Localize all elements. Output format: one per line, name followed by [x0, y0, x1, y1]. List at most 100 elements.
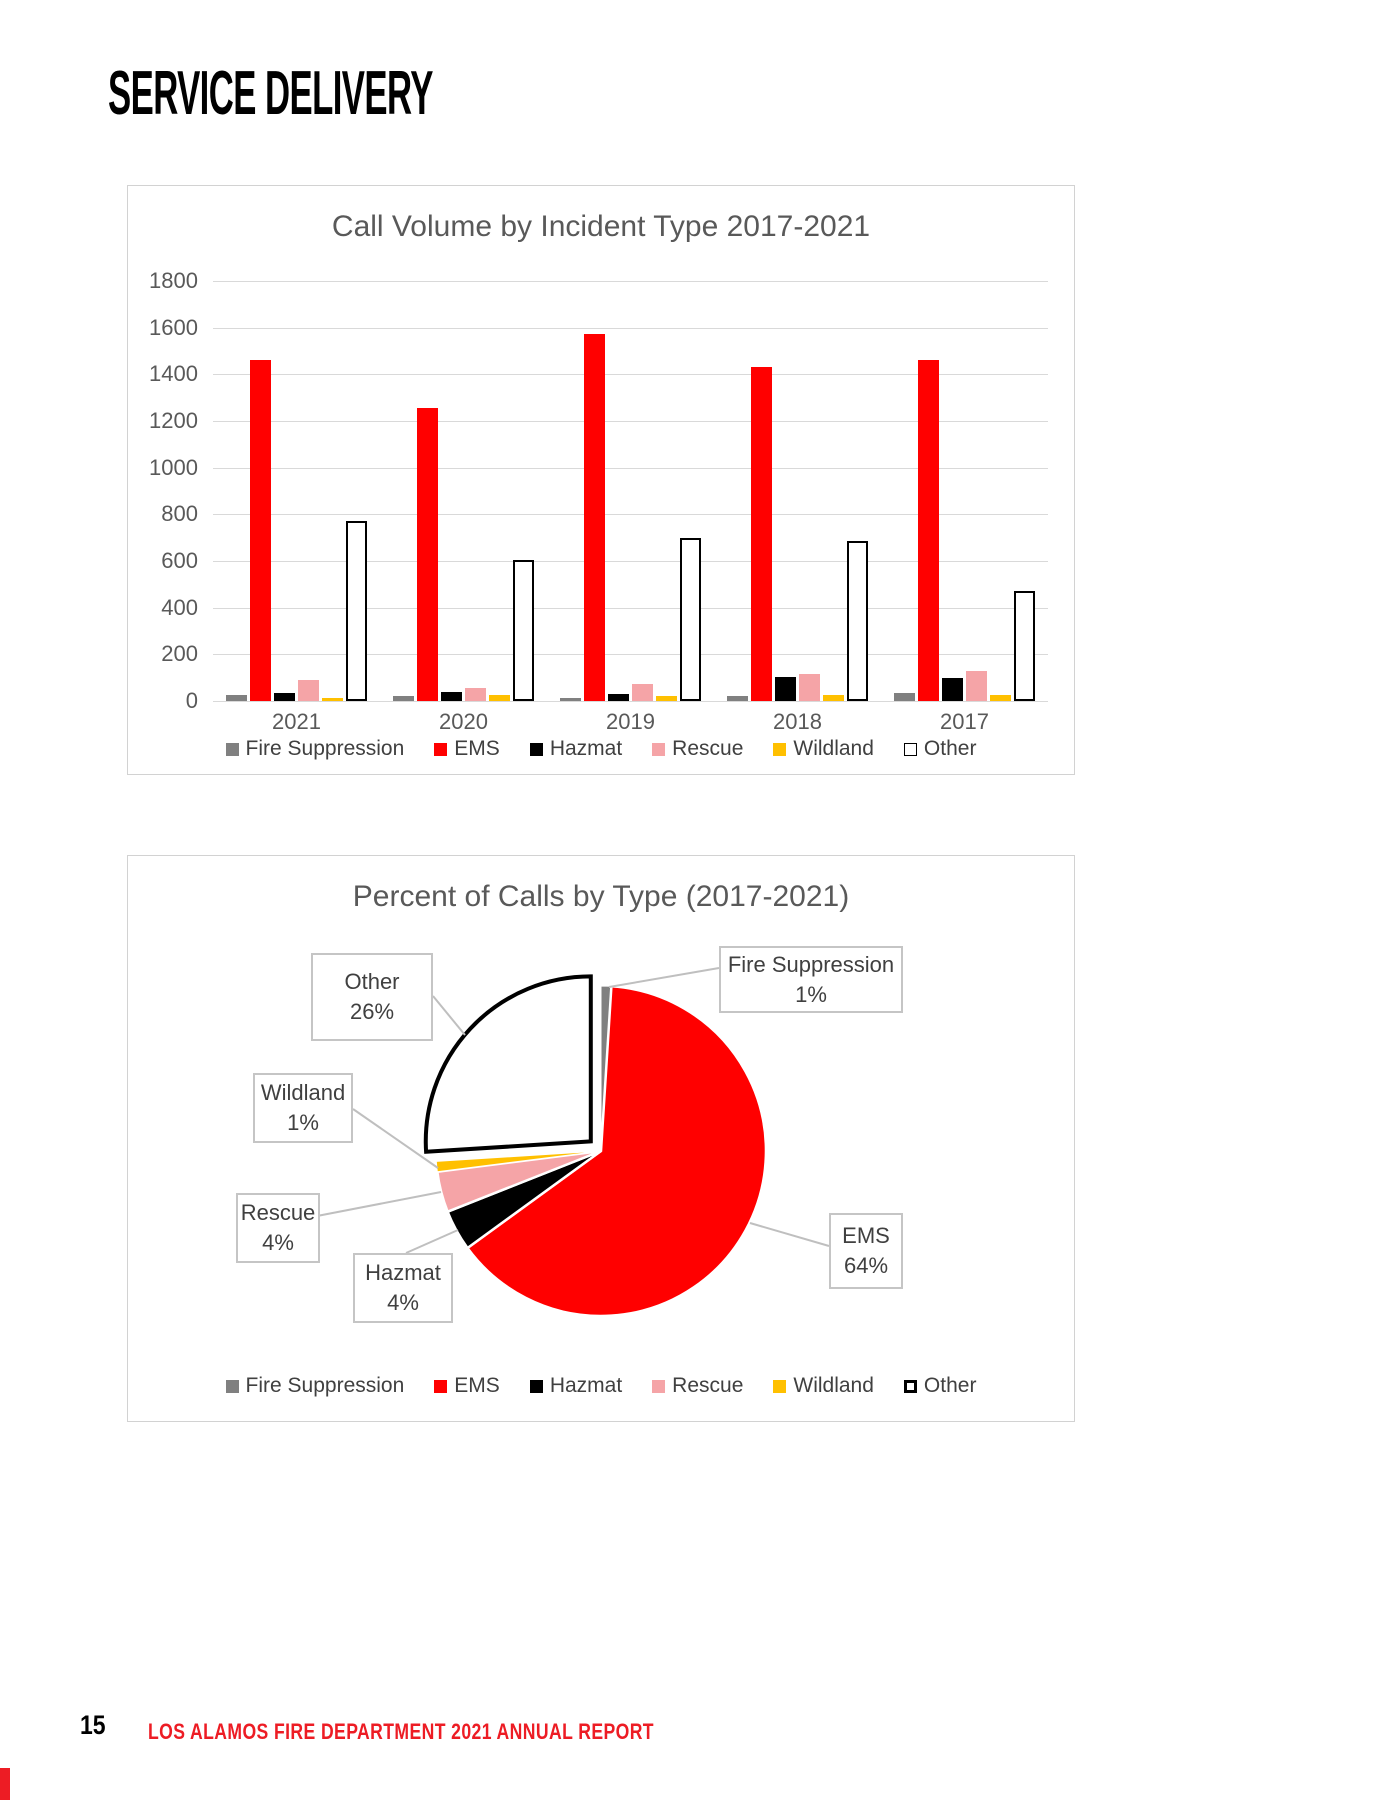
- footer-title: LOS ALAMOS FIRE DEPARTMENT 2021 ANNUAL R…: [148, 1719, 654, 1744]
- leader-line-hazmat: [405, 1229, 459, 1254]
- callout-value-rescue: 4%: [262, 1230, 294, 1255]
- y-tick-label-1000: 1000: [149, 454, 198, 480]
- legend-label-hazmat: Hazmat: [549, 1374, 623, 1397]
- x-axis-labels: 2021 2020 2019 2018 2017: [213, 709, 1048, 735]
- gridline-400: [213, 607, 1048, 609]
- bar-ems-2021: [250, 360, 271, 701]
- legend-item-fire-suppression: Fire Suppression: [225, 1374, 405, 1398]
- legend-item-hazmat: Hazmat: [529, 1374, 623, 1398]
- gridline-1600: [213, 327, 1048, 329]
- legend-item-wildland: Wildland: [773, 737, 874, 761]
- legend-swatch-hazmat: [529, 1379, 543, 1393]
- bar-fire-suppression-2019: [560, 697, 581, 701]
- gridline-1400: [213, 374, 1048, 376]
- bar-other-2017: [1014, 591, 1035, 701]
- legend-swatch-wildland: [773, 1379, 787, 1393]
- callout-wildland: Wildland 1%: [253, 1073, 353, 1143]
- callout-hazmat: Hazmat 4%: [353, 1253, 453, 1323]
- y-tick-label-400: 400: [161, 594, 198, 620]
- leader-line-other: [432, 995, 466, 1036]
- callout-label-rescue: Rescue: [240, 1200, 316, 1225]
- gridline-0: [213, 701, 1048, 702]
- callout-value-other: 26%: [349, 999, 395, 1024]
- callout-fire-suppression: Fire Suppression 1%: [719, 946, 903, 1013]
- bar-other-2021: [346, 521, 367, 701]
- callout-ems: EMS 64%: [829, 1213, 903, 1289]
- bar-group-2021: [213, 281, 380, 701]
- bar-group-2018: [714, 281, 881, 701]
- bar-fire-suppression-2018: [727, 696, 748, 701]
- callout-value-fire-suppression: 1%: [795, 981, 827, 1007]
- bar-hazmat-2020: [441, 691, 462, 701]
- gridline-1800: [213, 281, 1048, 282]
- bar-ems-2017: [918, 360, 939, 701]
- y-tick-label-600: 600: [161, 548, 198, 573]
- pie-chart-title: Percent of Calls by Type (2017-2021): [352, 880, 850, 913]
- legend-label-wildland: Wildland: [793, 737, 874, 760]
- legend-item-fire-suppression: Fire Suppression: [225, 737, 405, 761]
- legend-label-other: Other: [923, 737, 977, 760]
- leader-line-wildland: [352, 1108, 439, 1169]
- bar-plot-area: [213, 281, 1048, 702]
- pie-svg: [316, 967, 830, 1318]
- x-axis-label-2021: 2021: [272, 709, 321, 734]
- bar-group-2019: [547, 281, 714, 701]
- x-axis-label-2020: 2020: [439, 709, 488, 734]
- pie-chart: Percent of Calls by Type (2017-2021) Oth…: [127, 855, 1075, 1422]
- gridline-800: [213, 514, 1048, 516]
- bar-fire-suppression-2020: [393, 696, 414, 701]
- bar-hazmat-2019: [608, 694, 629, 701]
- bar-rescue-2020: [465, 688, 486, 701]
- legend-label-wildland: Wildland: [793, 1374, 874, 1397]
- legend-item-ems: EMS: [434, 1374, 500, 1398]
- bar-groups: [213, 281, 1048, 701]
- y-tick-label-0: 0: [185, 688, 198, 713]
- leader-line-fire-suppression: [608, 967, 720, 988]
- legend-label-fire-suppression: Fire Suppression: [245, 737, 405, 760]
- callout-label-hazmat: Hazmat: [365, 1260, 441, 1285]
- page-title: SERVICE DELIVERY: [108, 59, 433, 128]
- callout-label-fire-suppression: Fire Suppression: [727, 951, 895, 977]
- x-axis-label-2018: 2018: [773, 709, 822, 734]
- callout-label-wildland: Wildland: [260, 1080, 346, 1105]
- legend-swatch-fire-suppression: [225, 1379, 239, 1393]
- legend-item-hazmat: Hazmat: [529, 737, 622, 761]
- y-tick-label-1400: 1400: [149, 361, 198, 387]
- legend-item-rescue: Rescue: [652, 737, 743, 761]
- gridline-1000: [213, 467, 1048, 469]
- bar-hazmat-2021: [274, 692, 295, 701]
- gridline-200: [213, 654, 1048, 656]
- callout-other: Other 26%: [311, 953, 433, 1041]
- x-axis-label-2017: 2017: [940, 709, 989, 734]
- leader-line-ems: [749, 1222, 830, 1247]
- bar-rescue-2021: [298, 680, 319, 701]
- legend-label-ems: EMS: [454, 737, 500, 760]
- bar-rescue-2017: [966, 670, 987, 701]
- bar-wildland-2020: [489, 695, 510, 701]
- bar-ems-2020: [417, 408, 438, 701]
- pie-chart-legend: Fire Suppression EMS Hazmat Rescue Wildland O…: [128, 1374, 1074, 1398]
- callout-label-ems: EMS: [842, 1223, 890, 1248]
- y-tick-label-1200: 1200: [149, 408, 198, 433]
- legend-label-fire-suppression: Fire Suppression: [245, 1374, 405, 1397]
- callout-rescue: Rescue 4%: [236, 1193, 320, 1263]
- legend-swatch-hazmat: [529, 742, 543, 756]
- legend-swatch-ems: [434, 1379, 448, 1393]
- legend-item-other: Other: [903, 737, 977, 761]
- bar-wildland-2018: [823, 695, 844, 701]
- legend-swatch-other: [903, 1379, 917, 1393]
- legend-item-other: Other: [903, 1374, 976, 1398]
- callout-label-other: Other: [344, 969, 400, 994]
- legend-item-wildland: Wildland: [773, 1374, 874, 1398]
- bar-other-2019: [680, 537, 701, 701]
- bar-wildland-2019: [656, 696, 677, 701]
- callout-value-hazmat: 4%: [387, 1290, 419, 1315]
- corner-red-mark: [0, 1768, 10, 1800]
- bar-chart-legend: Fire Suppression EMS Hazmat Rescue Wildland O…: [128, 737, 1074, 761]
- bar-ems-2018: [751, 367, 772, 701]
- bar-fire-suppression-2017: [894, 692, 915, 701]
- callout-value-ems: 64%: [843, 1253, 889, 1278]
- bar-group-2020: [380, 281, 547, 701]
- bar-fire-suppression-2021: [226, 695, 247, 701]
